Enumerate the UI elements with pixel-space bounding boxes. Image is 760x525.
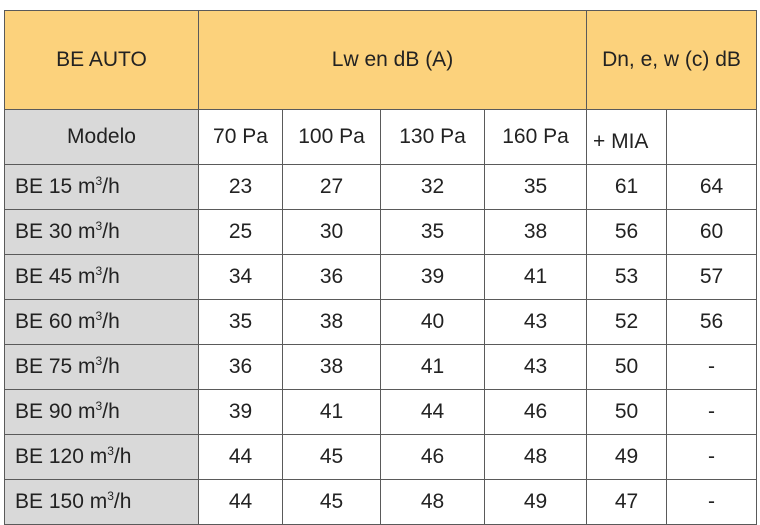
model-cell: BE 120 m3/h (4, 434, 199, 480)
lw-value-cell: 39 (198, 389, 283, 435)
model-cell: BE 75 m3/h (4, 344, 199, 390)
table-row: BE 120 m3/h 44 45 46 48 49- (4, 434, 757, 480)
lw-value-cell: 41 (380, 344, 485, 390)
header-row: BE AUTO Lw en dB (A) Dn, e, w (c) dB (4, 10, 757, 110)
model-cell: BE 45 m3/h (4, 254, 199, 300)
dn-value-cell: 53 (586, 254, 667, 300)
lw-value-cell: 40 (380, 299, 485, 345)
lw-value-cell: 30 (282, 209, 381, 255)
dn-value-cell: - (666, 389, 757, 435)
dn-value-cell: 50 (586, 344, 667, 390)
table-row: BE 150 m3/h 44 45 48 49 47- (4, 479, 757, 525)
dn-value-cell: 56 (586, 209, 667, 255)
pressure-header: 100 Pa (282, 109, 381, 165)
lw-value-cell: 43 (484, 344, 587, 390)
lw-value-cell: 25 (198, 209, 283, 255)
extra-header (666, 109, 757, 165)
pressure-header: 70 Pa (198, 109, 283, 165)
pressure-header: 130 Pa (380, 109, 485, 165)
model-cell: BE 30 m3/h (4, 209, 199, 255)
dn-value-cell: 56 (666, 299, 757, 345)
dn-header: Dn, e, w (c) dB (586, 10, 757, 110)
model-header: Modelo (4, 109, 199, 165)
lw-value-cell: 27 (282, 164, 381, 210)
lw-value-cell: 41 (282, 389, 381, 435)
lw-header: Lw en dB (A) (198, 10, 587, 110)
lw-value-cell: 35 (198, 299, 283, 345)
dn-value-cell: 60 (666, 209, 757, 255)
lw-value-cell: 45 (282, 434, 381, 480)
lw-value-cell: 34 (198, 254, 283, 300)
table-row: BE 90 m3/h 39 41 44 46 50- (4, 389, 757, 435)
lw-value-cell: 32 (380, 164, 485, 210)
model-cell: BE 15 m3/h (4, 164, 199, 210)
lw-value-cell: 41 (484, 254, 587, 300)
lw-value-cell: 39 (380, 254, 485, 300)
lw-value-cell: 46 (380, 434, 485, 480)
dn-value-cell: 47 (586, 479, 667, 525)
product-header: BE AUTO (4, 10, 199, 110)
lw-value-cell: 36 (198, 344, 283, 390)
table-row: BE 45 m3/h 34 36 39 41 53 57 (4, 254, 757, 300)
model-cell: BE 60 m3/h (4, 299, 199, 345)
subheader-row: Modelo 70 Pa 100 Pa 130 Pa 160 Pa + MIA (4, 109, 757, 165)
table-row: BE 30 m3/h 25 30 35 38 56 60 (4, 209, 757, 255)
lw-value-cell: 36 (282, 254, 381, 300)
dn-value-cell: 50 (586, 389, 667, 435)
sound-data-table: BE AUTO Lw en dB (A) Dn, e, w (c) dB Mod… (4, 10, 757, 525)
dn-value-cell: 49 (586, 434, 667, 480)
table-row: BE 60 m3/h 35 38 40 43 52 56 (4, 299, 757, 345)
lw-value-cell: 48 (380, 479, 485, 525)
dn-value-cell: 61 (586, 164, 667, 210)
lw-value-cell: 44 (198, 479, 283, 525)
lw-value-cell: 38 (484, 209, 587, 255)
model-cell: BE 90 m3/h (4, 389, 199, 435)
dn-value-cell: - (666, 344, 757, 390)
lw-value-cell: 35 (380, 209, 485, 255)
lw-value-cell: 48 (484, 434, 587, 480)
lw-value-cell: 35 (484, 164, 587, 210)
lw-value-cell: 49 (484, 479, 587, 525)
dn-value-cell: 64 (666, 164, 757, 210)
dn-value-cell: - (666, 479, 757, 525)
lw-value-cell: 44 (380, 389, 485, 435)
table-row: BE 75 m3/h 36 38 41 43 50- (4, 344, 757, 390)
lw-value-cell: 38 (282, 344, 381, 390)
lw-value-cell: 44 (198, 434, 283, 480)
table-row: BE 15 m3/h 23 27 32 35 61 64 (4, 164, 757, 210)
pressure-header: 160 Pa (484, 109, 587, 165)
lw-value-cell: 45 (282, 479, 381, 525)
lw-value-cell: 46 (484, 389, 587, 435)
dn-value-cell: 52 (586, 299, 667, 345)
mia-header: + MIA (586, 109, 667, 165)
lw-value-cell: 23 (198, 164, 283, 210)
dn-value-cell: 57 (666, 254, 757, 300)
dn-value-cell: - (666, 434, 757, 480)
lw-value-cell: 43 (484, 299, 587, 345)
lw-value-cell: 38 (282, 299, 381, 345)
model-cell: BE 150 m3/h (4, 479, 199, 525)
